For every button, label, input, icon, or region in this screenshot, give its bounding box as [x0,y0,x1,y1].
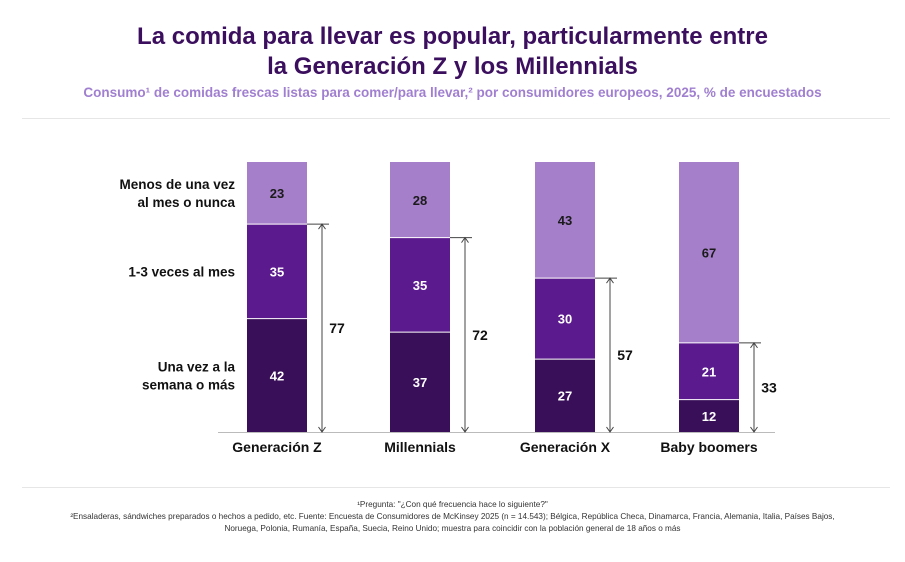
total-bracket-arrow-bottom-1 [318,426,326,433]
footer-divider [22,487,890,488]
data-label-4-1: 12 [702,409,716,424]
data-label-3-1: 27 [558,389,572,404]
total-bracket-arrow-top-2 [461,236,469,243]
series-label-1-line-1: Una vez a la [158,359,236,374]
chart-title: La comida para llevar es popular, partic… [0,22,905,82]
data-label-4-2: 21 [702,364,716,379]
bar-segment-2-1 [390,332,450,432]
bar-segment-1-2 [247,224,307,319]
data-label-1-3: 23 [270,186,284,201]
total-bracket-arrow-top-4 [750,342,758,349]
data-label-2-3: 28 [413,193,427,208]
data-label-1-1: 42 [270,368,284,383]
total-bracket-arrow-bottom-2 [461,426,469,433]
chart-subtitle: Consumo¹ de comidas frescas listas para … [83,85,822,100]
chart-title-line-1: La comida para llevar es popular, partic… [137,23,768,50]
category-label-2: Millennials [384,439,456,455]
bar-segment-4-3 [679,162,739,343]
total-bracket-arrow-bottom-4 [750,426,758,433]
footnote-2: ²Ensaladeras, sándwiches preparados o he… [70,512,835,521]
bar-segment-2-2 [390,237,450,333]
total-bracket-arrow-top-1 [318,223,326,230]
bar-segment-3-3 [535,162,595,279]
header-divider [22,118,890,119]
total-label-4: 33 [761,379,777,395]
bar-segment-4-1 [679,399,739,432]
data-label-2-2: 35 [413,278,427,293]
series-label-3-line-2: al mes o nunca [137,195,235,210]
footnote-3: Noruega, Polonia, Rumanía, España, Sueci… [224,524,681,533]
footnote-1: ¹Pregunta: "¿Con qué frecuencia hace lo … [357,500,548,509]
data-label-2-1: 37 [413,375,427,390]
total-bracket-arrow-top-3 [606,277,614,284]
stacked-bar-chart: 42 35 23 77 Generación Z 37 35 28 72 Millennials 2… [119,162,777,455]
bar-segment-3-2 [535,278,595,360]
total-label-3: 57 [617,347,633,363]
data-label-4-3: 67 [702,245,716,260]
category-label-3: Generación X [520,439,611,455]
data-label-3-3: 43 [558,213,572,228]
total-bracket-arrow-bottom-3 [606,426,614,433]
total-label-1: 77 [329,320,345,336]
bar-segment-3-1 [535,359,595,432]
bar-segment-1-3 [247,162,307,225]
series-label-2-line-1: 1-3 veces al mes [128,264,235,279]
series-label-3-line-1: Menos de una vez [119,177,235,192]
data-label-3-2: 30 [558,312,572,327]
bar-segment-1-1 [247,318,307,432]
series-label-1-line-2: semana o más [142,377,235,392]
bar-segment-4-2 [679,342,739,400]
data-label-1-2: 35 [270,264,284,279]
total-label-2: 72 [472,327,488,343]
category-label-4: Baby boomers [660,439,757,455]
footnotes: ¹Pregunta: "¿Con qué frecuencia hace lo … [0,499,905,535]
category-label-1: Generación Z [232,439,322,455]
bar-segment-2-3 [390,162,450,238]
chart-title-line-2: la Generación Z y los Millennials [267,53,638,80]
